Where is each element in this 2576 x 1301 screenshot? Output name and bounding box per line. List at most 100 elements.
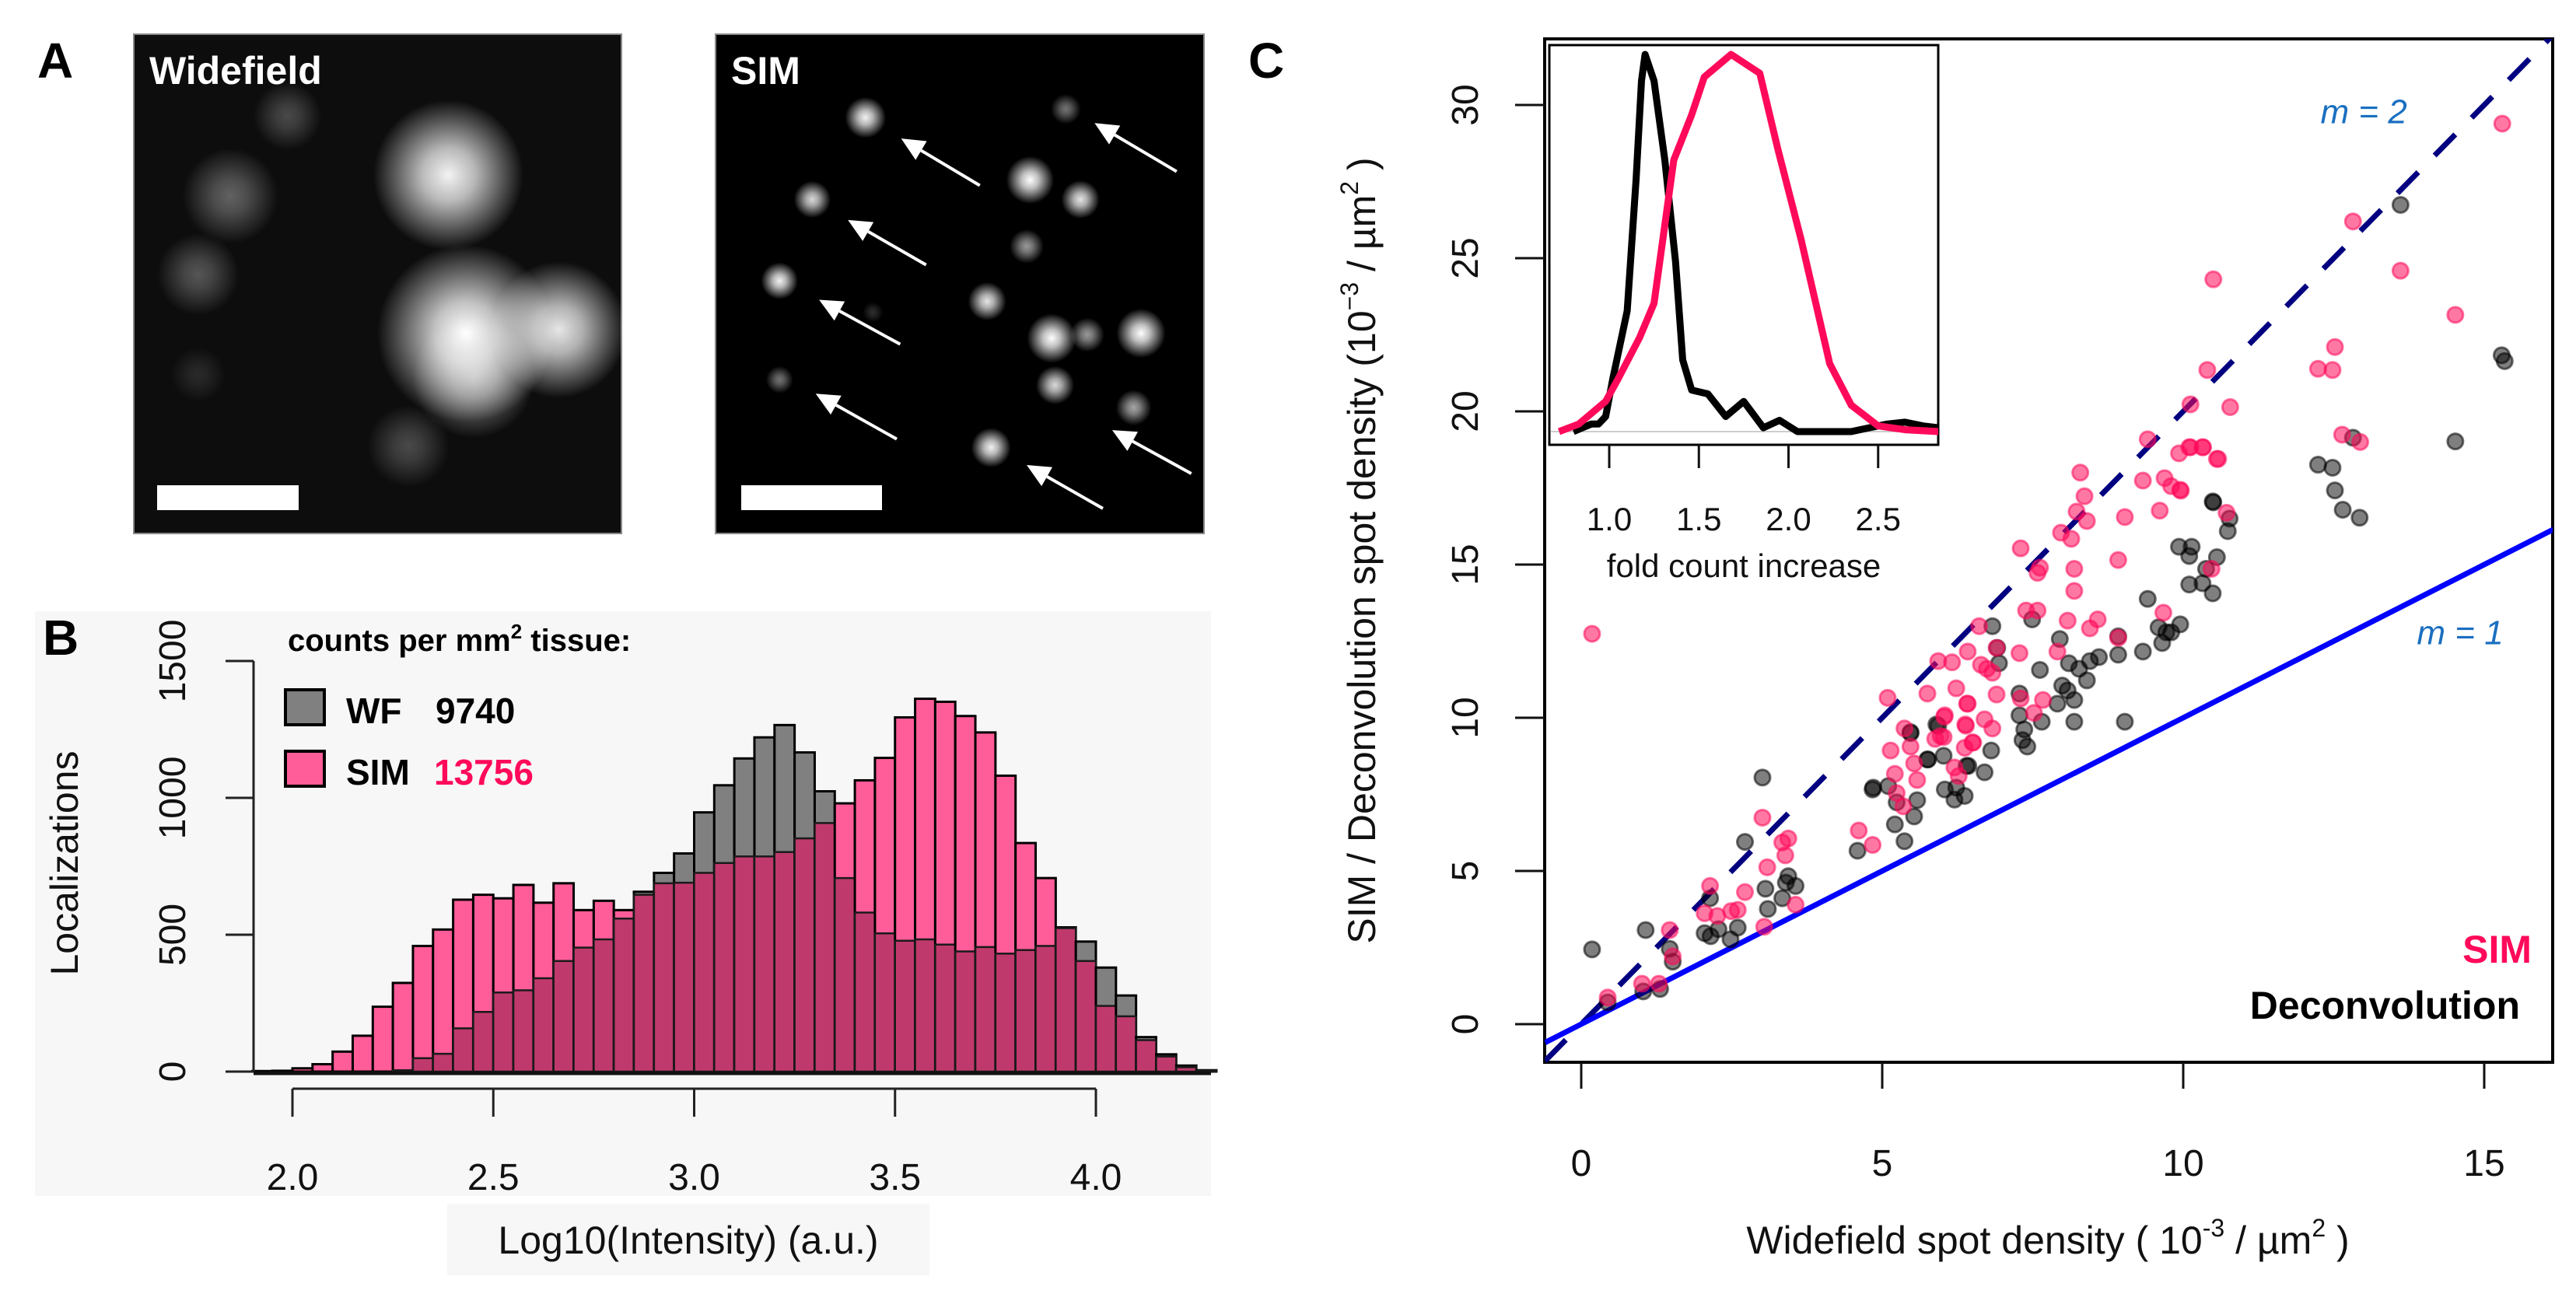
histogram-bar-overlap	[693, 872, 716, 1073]
histogram-bar-overlap	[1115, 1015, 1137, 1073]
scatter-point-sim	[2109, 551, 2127, 569]
histogram-bar-overlap	[552, 960, 575, 1073]
histogram-x-tick-label: 3.0	[668, 1157, 720, 1198]
scatter-point-sim	[1987, 685, 2006, 704]
inset-xlabel: fold count increase	[1607, 547, 1881, 584]
histogram-bar-overlap	[472, 1011, 495, 1073]
scatter-point-sim	[1787, 895, 1805, 914]
scatter-point-sim	[2209, 449, 2228, 468]
histogram-bar-sim	[391, 981, 415, 1073]
arrow-head-icon	[848, 219, 874, 241]
scatter-point-sim	[1633, 974, 1651, 993]
scatter-point-deconvolution	[2323, 458, 2342, 477]
scatter-y-tick-label: 20	[1445, 390, 1486, 432]
scatter-point-deconvolution	[2495, 351, 2514, 370]
scatter-point-deconvolution	[2308, 456, 2327, 474]
fluorescent-spot	[367, 404, 450, 488]
scatter-point-deconvolution	[2133, 642, 2152, 661]
scatter-point-deconvolution	[1753, 768, 1772, 787]
scatter-point-sim	[1881, 741, 1900, 760]
histogram-legend: counts per mm2 tissue: WF 9740 SIM 13756	[284, 620, 631, 792]
fluorescent-spot	[1010, 229, 1045, 264]
scatter-point-sim	[1918, 684, 1937, 703]
scatter-point-deconvolution	[2090, 648, 2109, 666]
scatter-point-sim	[2221, 397, 2239, 416]
scatter-point-sim	[2333, 425, 2351, 444]
histogram-bar-overlap	[653, 882, 675, 1073]
histogram-bar-overlap	[411, 1057, 435, 1073]
legend-swatch-sim	[284, 750, 326, 788]
histogram-bar-overlap	[793, 837, 816, 1073]
histogram-bar-overlap	[713, 862, 736, 1073]
panel-b: B 0 500 1000 1500 2.0 2.5 3.0 3.5 4.0 counts per…	[35, 610, 1218, 1275]
histogram-y-tick-label: 500	[152, 904, 194, 966]
scatter-point-deconvolution	[2180, 547, 2199, 565]
scatter-point-sim	[2446, 306, 2465, 324]
scatter-point-sim	[1970, 617, 1989, 635]
scatter-y-tick-label: 5	[1445, 861, 1486, 882]
histogram-bar-overlap	[1135, 1039, 1157, 1073]
scatter-point-sim	[2062, 530, 2081, 548]
scatter-xlabel-text: Widefield spot density ( 10	[1746, 1219, 2202, 1262]
reference-line-m1	[1545, 526, 2553, 1045]
scatter-point-sim	[1983, 663, 2002, 682]
fluorescent-spot	[765, 365, 793, 393]
scatter-point-deconvolution	[2065, 691, 2084, 709]
histogram-bar-overlap	[894, 939, 916, 1073]
scatter-point-sim	[1650, 974, 1668, 993]
scatter-point-deconvolution	[1982, 741, 2000, 760]
fluorescent-spot	[863, 302, 884, 323]
scatter-ylabel-mid: / µm	[1340, 195, 1384, 282]
legend-count-sim: 13756	[434, 752, 534, 792]
scatter-point-sim	[2048, 642, 2067, 661]
scatter-ylabel-tail: )	[1340, 157, 1384, 181]
arrow-head-icon	[1094, 123, 1121, 145]
scatter-point-sim	[2204, 270, 2223, 289]
histogram-bar-overlap	[1175, 1066, 1198, 1073]
scatter-axes: 0 5 10 15 0 5 10 15 20 25 30	[1445, 84, 2505, 1184]
scatter-point-sim	[1864, 836, 1882, 855]
scatter-y-tick-label: 30	[1445, 84, 1486, 125]
scatter-point-sim	[1736, 883, 1755, 901]
scatter-point-deconvolution	[2138, 589, 2157, 608]
scatter-y-tick-label: 10	[1445, 697, 1486, 738]
scatter-point-deconvolution	[2333, 500, 2352, 519]
scatter-point-deconvolution	[1895, 832, 1914, 851]
histogram-bar-overlap	[1055, 927, 1077, 1073]
scatter-point-sim	[1755, 918, 1773, 936]
arrow-shaft	[1132, 439, 1192, 475]
legend-heading-tail: tissue:	[522, 624, 631, 658]
histogram-bar-overlap	[532, 977, 555, 1073]
sim-scale-bar	[741, 485, 882, 510]
scatter-point-sim	[1908, 771, 1927, 789]
scatter-point-sim	[1931, 727, 1950, 746]
scatter-point-sim	[1947, 679, 1965, 698]
scatter-point-deconvolution	[2218, 522, 2237, 540]
scatter-point-sim	[2493, 114, 2511, 133]
scatter-xlabel-tail: )	[2326, 1219, 2350, 1262]
scatter-x-tick-label: 0	[1571, 1143, 1592, 1184]
scatter-point-deconvolution	[1885, 815, 1904, 834]
scatter-point-sim	[2172, 481, 2190, 500]
histogram-bar-overlap	[593, 938, 615, 1073]
scatter-point-sim	[2151, 502, 2169, 520]
inset-curves	[1557, 51, 1938, 435]
widefield-scale-bar	[157, 485, 299, 510]
scatter-point-sim	[1964, 733, 1983, 752]
histogram-bar-overlap	[773, 851, 796, 1073]
scatter-point-sim	[1850, 821, 1868, 840]
scatter-point-deconvolution	[1934, 747, 1953, 765]
fluorescent-spot	[253, 82, 322, 151]
scatter-point-sim	[2058, 611, 2077, 630]
scatter-point-sim	[2034, 691, 2053, 709]
scatter-point-deconvolution	[2065, 712, 2084, 731]
scatter-point-sim	[2198, 361, 2217, 379]
inset-plot: 1.0 1.5 2.0 2.5 fold count increase	[1548, 44, 1940, 584]
scatter-y-tick-label: 0	[1445, 1014, 1486, 1035]
scatter-point-sim	[2011, 539, 2030, 558]
scatter-point-sim	[1753, 808, 1772, 827]
scatter-point-deconvolution	[1583, 940, 1601, 959]
fluorescent-spot	[182, 148, 278, 244]
scatter-point-sim	[1894, 797, 1913, 816]
scatter-point-deconvolution	[2162, 623, 2181, 642]
